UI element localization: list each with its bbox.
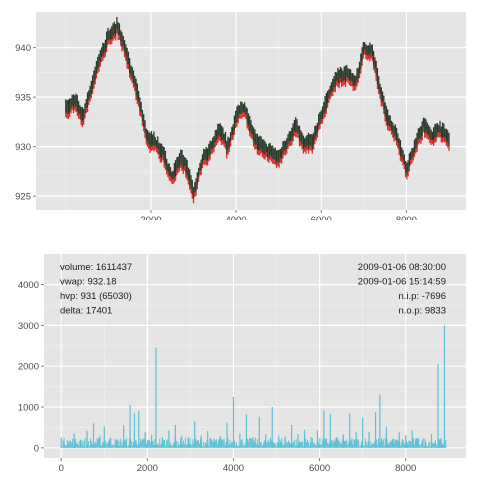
stat-annotation: delta: 17401 <box>60 306 112 317</box>
x-tick-label: 2000 <box>140 215 161 220</box>
x-tick-label: 6000 <box>311 215 332 220</box>
stat-annotation: volume: 1611437 <box>60 262 132 273</box>
y-tick-label: 4000 <box>18 280 39 291</box>
stat-annotation: vwap: 932.18 <box>60 277 117 288</box>
y-tick-label: 0 <box>34 443 39 454</box>
y-tick-label: 935 <box>15 93 31 104</box>
price-lows <box>65 28 450 204</box>
plot-panel <box>36 12 466 210</box>
x-tick-label: 2000 <box>137 463 158 474</box>
x-tick-label: 8000 <box>395 463 416 474</box>
y-tick-label: 925 <box>15 192 31 203</box>
x-tick-label: 4000 <box>223 463 244 474</box>
stat-annotation: hvp: 931 (65030) <box>60 291 132 302</box>
y-tick-label: 3000 <box>18 321 39 332</box>
x-tick-label: 4000 <box>226 215 247 220</box>
session-annotation: n.o.p: 9833 <box>398 306 446 317</box>
plot-panel <box>44 254 466 458</box>
volume-series <box>60 325 447 448</box>
y-tick-label: 1000 <box>18 403 39 414</box>
price-series <box>65 16 450 199</box>
price-chart: 925 930 935 940 2000 4000 6000 8000 <box>15 12 466 220</box>
x-tick-label: 0 <box>59 463 64 474</box>
y-tick-label: 940 <box>15 43 31 54</box>
volume-chart: 0 1000 2000 3000 4000 0 2000 4000 6000 8000 volume… <box>18 254 466 474</box>
grid-lines <box>44 254 466 458</box>
x-tick-label: 6000 <box>309 463 330 474</box>
session-annotation: n.i.p: -7696 <box>398 291 446 302</box>
session-annotation: 2009-01-06 08:30:00 <box>358 262 446 273</box>
x-tick-label: 8000 <box>396 215 417 220</box>
y-tick-label: 930 <box>15 142 31 153</box>
y-tick-label: 2000 <box>18 362 39 373</box>
session-annotation: 2009-01-06 15:14:59 <box>358 277 446 288</box>
